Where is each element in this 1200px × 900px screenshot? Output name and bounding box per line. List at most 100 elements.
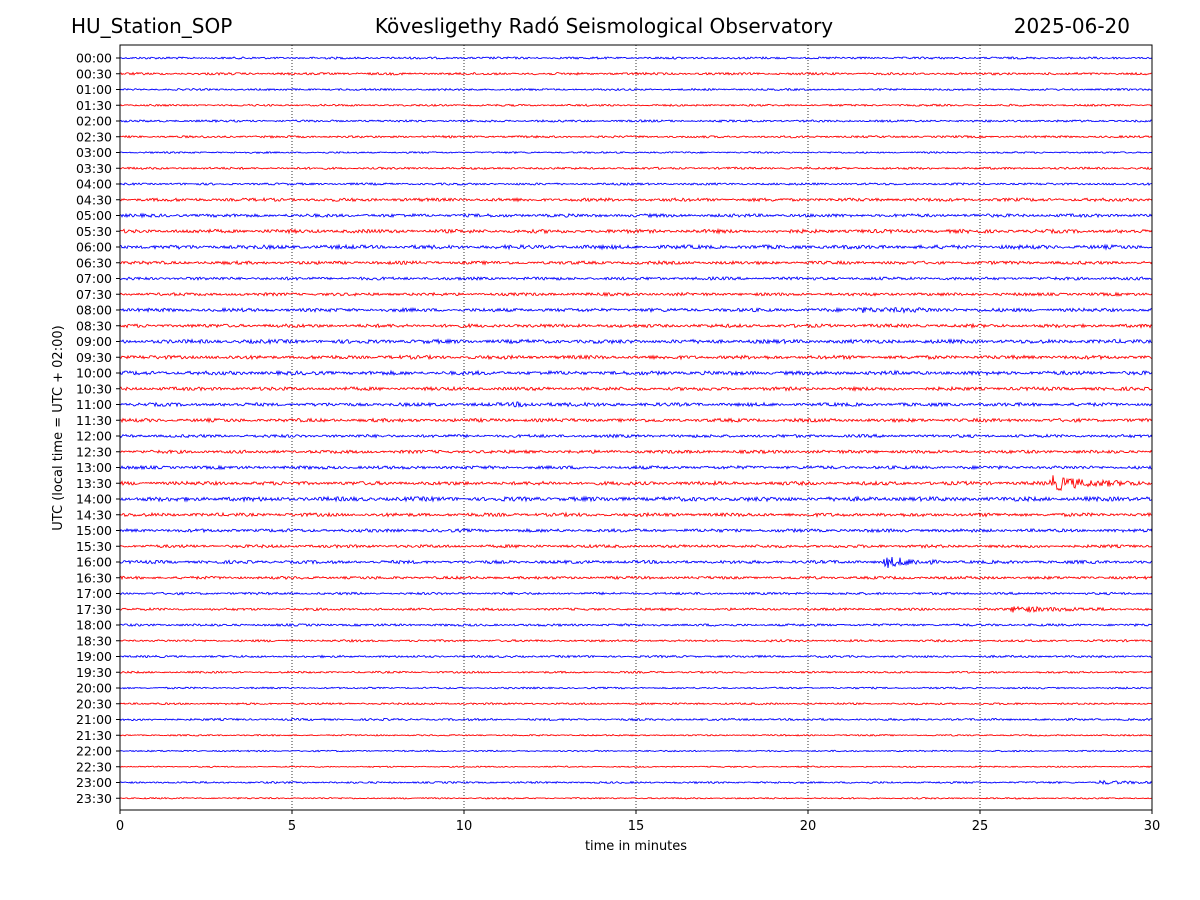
trace-1500 [119, 527, 1153, 534]
trace-1030 [119, 385, 1153, 392]
y-tick-label: 06:30 [76, 255, 112, 270]
y-tick-label: 07:00 [76, 271, 112, 286]
y-tick-label: 21:30 [76, 728, 112, 743]
y-tick-label: 10:30 [76, 381, 112, 396]
y-tick-label: 01:00 [76, 82, 112, 97]
trace-1330 [119, 475, 1153, 492]
x-tick-label: 30 [1144, 819, 1161, 834]
x-tick-label: 20 [800, 819, 817, 834]
seismic-traces [119, 56, 1153, 800]
y-tick-label: 13:00 [76, 460, 112, 475]
y-tick-label: 15:30 [76, 539, 112, 554]
y-tick-label: 04:00 [76, 177, 112, 192]
y-tick-label: 04:30 [76, 192, 112, 207]
x-tick-label: 25 [972, 819, 989, 834]
trace-2030 [119, 702, 1153, 706]
trace-0630 [119, 259, 1153, 266]
trace-0830 [119, 322, 1153, 329]
y-tick-label: 12:00 [76, 429, 112, 444]
trace-1130 [119, 417, 1153, 424]
trace-1100 [119, 401, 1153, 409]
trace-1300 [119, 464, 1153, 471]
trace-0400 [119, 182, 1153, 186]
y-tick-label: 21:00 [76, 712, 112, 727]
trace-0800 [119, 306, 1153, 314]
x-tick-label: 0 [116, 819, 124, 834]
y-tick-label: 14:30 [76, 507, 112, 522]
y-tick-label: 09:00 [76, 334, 112, 349]
trace-0230 [119, 134, 1153, 139]
trace-2200 [119, 749, 1153, 753]
y-tick-label: 05:30 [76, 224, 112, 239]
y-tick-label: 08:00 [76, 303, 112, 318]
trace-1200 [119, 433, 1153, 439]
trace-0530 [119, 227, 1153, 235]
y-tick-label: 03:00 [76, 145, 112, 160]
y-tick-label: 19:00 [76, 649, 112, 664]
trace-1400 [119, 495, 1153, 503]
y-tick-label: 05:00 [76, 208, 112, 223]
y-tick-label: 00:00 [76, 51, 112, 66]
trace-0330 [119, 166, 1153, 171]
grid-lines [291, 45, 981, 810]
trace-2000 [119, 686, 1153, 690]
x-tick-label: 15 [628, 819, 645, 834]
trace-0130 [119, 103, 1153, 107]
x-axis-ticks: 0 5 10 15 20 25 30 [116, 810, 1160, 834]
trace-0900 [119, 338, 1153, 345]
trace-2330 [119, 796, 1153, 800]
trace-1630 [119, 575, 1153, 581]
trace-1530 [119, 543, 1153, 549]
y-tick-label: 06:00 [76, 240, 112, 255]
y-tick-label: 01:30 [76, 98, 112, 113]
trace-1800 [119, 622, 1153, 628]
y-axis-label: UTC (local time = UTC + 02:00) [51, 325, 66, 530]
trace-1930 [119, 670, 1153, 674]
chart-title: Kövesligethy Radó Seismological Observat… [374, 14, 834, 38]
y-tick-label: 02:30 [76, 129, 112, 144]
station-name: HU_Station_SOP [71, 14, 233, 38]
y-tick-label: 15:00 [76, 523, 112, 538]
y-tick-label: 23:30 [76, 791, 112, 806]
trace-0730 [119, 291, 1153, 297]
y-tick-label: 20:30 [76, 696, 112, 711]
trace-0500 [119, 212, 1153, 219]
y-tick-label: 03:30 [76, 161, 112, 176]
y-tick-label: 08:30 [76, 318, 112, 333]
trace-1700 [119, 591, 1153, 596]
trace-2130 [119, 733, 1153, 737]
y-tick-label: 07:30 [76, 287, 112, 302]
trace-0300 [119, 150, 1153, 155]
trace-1000 [119, 369, 1153, 377]
y-tick-label: 16:30 [76, 570, 112, 585]
y-tick-label: 02:00 [76, 114, 112, 129]
y-tick-label: 16:00 [76, 555, 112, 570]
trace-1230 [119, 448, 1153, 455]
trace-1430 [119, 511, 1153, 518]
x-tick-label: 10 [456, 819, 473, 834]
y-tick-label: 13:30 [76, 476, 112, 491]
y-tick-label: 12:30 [76, 444, 112, 459]
y-tick-label: 20:00 [76, 681, 112, 696]
chart-date: 2025-06-20 [1013, 14, 1130, 38]
trace-0600 [119, 243, 1153, 251]
y-axis-ticks: 00:0000:3001:0001:3002:0002:3003:0003:30… [76, 51, 120, 806]
y-tick-label: 18:30 [76, 633, 112, 648]
y-tick-label: 23:00 [76, 775, 112, 790]
y-tick-label: 11:00 [76, 397, 112, 412]
trace-0930 [119, 354, 1153, 361]
x-tick-label: 5 [288, 819, 296, 834]
y-tick-label: 18:00 [76, 618, 112, 633]
trace-0030 [119, 71, 1153, 76]
y-tick-label: 10:00 [76, 366, 112, 381]
y-tick-label: 00:30 [76, 66, 112, 81]
trace-0000 [119, 56, 1153, 60]
trace-0100 [119, 87, 1153, 92]
trace-2300 [119, 779, 1153, 786]
y-tick-label: 17:30 [76, 602, 112, 617]
trace-2230 [119, 765, 1153, 769]
x-axis-label: time in minutes [585, 839, 687, 854]
trace-2100 [119, 717, 1153, 722]
trace-1730 [119, 605, 1153, 613]
